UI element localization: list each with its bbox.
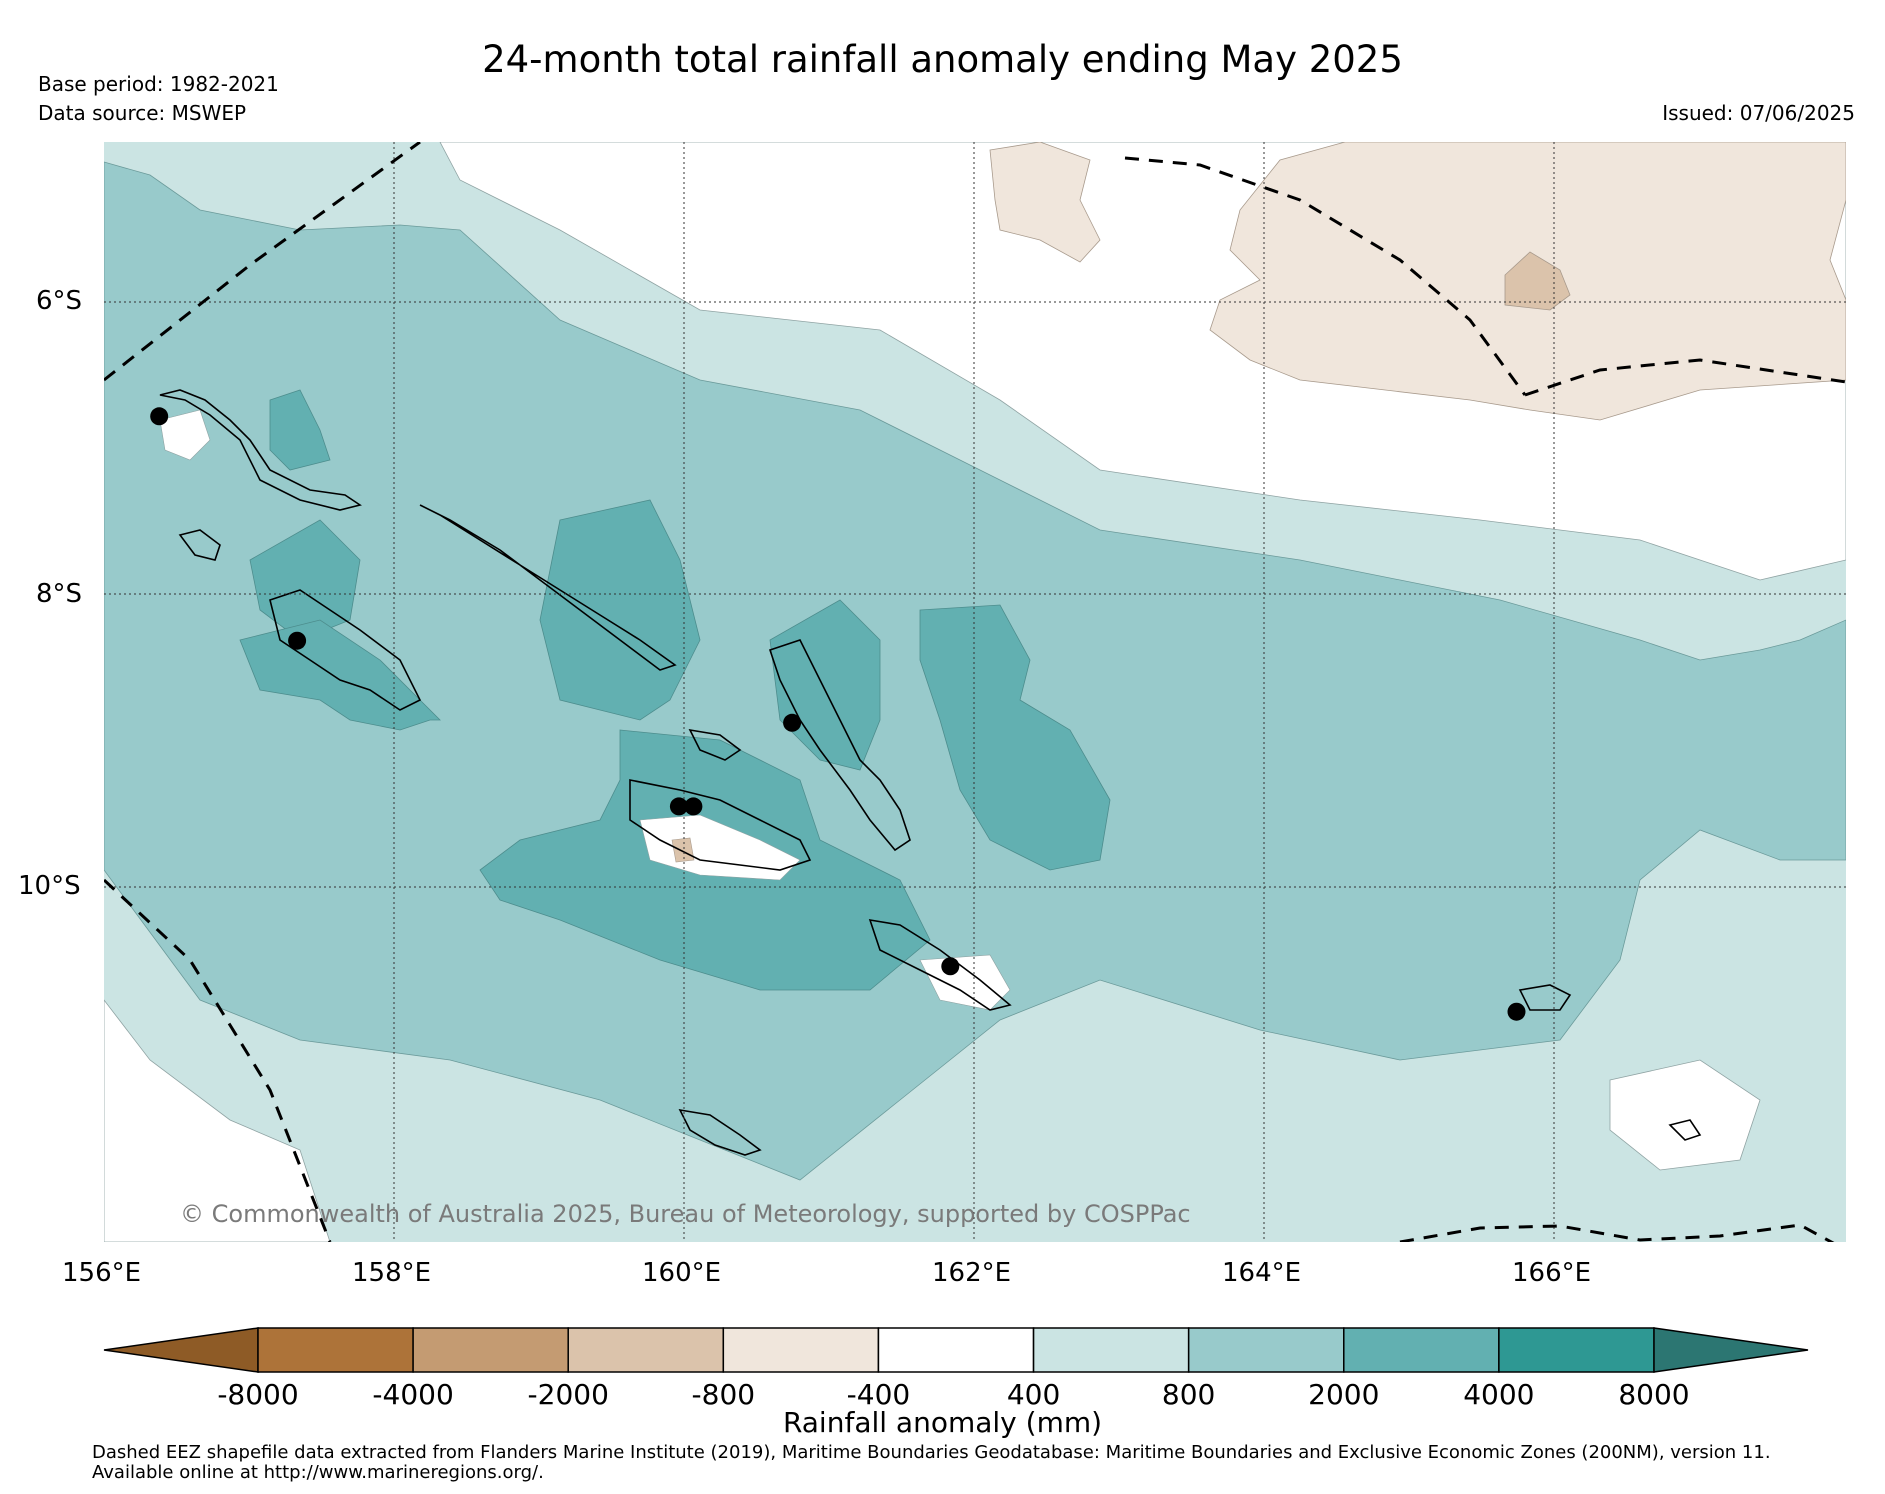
- station-marker-4: [669, 797, 688, 816]
- lat-label-6s: 6°S: [36, 286, 83, 316]
- eez-boundary-png-north: [104, 142, 421, 382]
- island-new-georgia: [269, 589, 422, 711]
- data-source: Data source: MSWEP: [38, 101, 247, 125]
- anomaly-zone-dry-north: [989, 142, 1101, 263]
- colorbar-tick-label: 8000: [1618, 1378, 1690, 1411]
- colorbar-tick-label: 800: [1161, 1378, 1216, 1411]
- colorbar-tick-label: 400: [1006, 1378, 1061, 1411]
- issued-date: Issued: 07/06/2025: [1662, 101, 1855, 125]
- lon-label-166e: 166°E: [1512, 1258, 1592, 1288]
- colorbar-extend-high: [1653, 1327, 1809, 1373]
- base-period: Base period: 1982-2021: [38, 72, 279, 96]
- colorbar-segment-3: [567, 1327, 725, 1373]
- lat-label-8s: 8°S: [36, 579, 83, 609]
- island-vella-lavella: [178, 529, 221, 561]
- anomaly-spot-1: [159, 409, 211, 461]
- island-malaita: [868, 918, 1012, 1011]
- island-choiseul: [419, 504, 677, 671]
- eez-boundary-vanuatu: [1399, 1223, 1835, 1242]
- lon-label-158e: 158°E: [352, 1258, 432, 1288]
- coastlines: [159, 389, 1702, 1156]
- map-plot-area: [104, 142, 1846, 1242]
- colorbar-tick-label: -4000: [372, 1378, 454, 1411]
- anomaly-zone-very-wet-3: [919, 604, 1111, 871]
- lon-label-162e: 162°E: [932, 1258, 1012, 1288]
- island-guadalcanal: [629, 779, 812, 871]
- station-marker-7: [1507, 1002, 1526, 1021]
- footnote-line-1: Dashed EEZ shapefile data extracted from…: [92, 1442, 1771, 1463]
- colorbar-tick-label: -8000: [217, 1378, 299, 1411]
- colorbar-tick-label: 4000: [1463, 1378, 1535, 1411]
- anomaly-zone-neutral-south: [1609, 1059, 1761, 1171]
- anomaly-zone-very-wet-7: [269, 389, 331, 471]
- anomaly-zone-dry-core: [1504, 251, 1571, 311]
- anomaly-zone-very-wet-5: [249, 519, 361, 641]
- footnote-line-2: Available online at http://www.marinereg…: [92, 1462, 544, 1483]
- island-santa-cruz: [1518, 984, 1572, 1011]
- station-marker-5: [684, 797, 703, 816]
- colorbar-segments: [257, 1327, 1655, 1373]
- station-marker-3: [783, 713, 802, 732]
- colorbar-extend-low: [103, 1327, 259, 1373]
- map-title: 24-month total rainfall anomaly ending M…: [482, 38, 1403, 81]
- anomaly-zone-very-wet-1: [539, 499, 701, 721]
- colorbar-segment-6: [1032, 1327, 1190, 1373]
- colorbar-segment-4: [722, 1327, 880, 1373]
- station-marker-1: [150, 407, 169, 426]
- anomaly-spot-4: [671, 837, 695, 863]
- eez-boundary-tuvalu: [1524, 358, 1846, 397]
- colorbar-segment-5: [877, 1327, 1035, 1373]
- station-marker-2: [288, 631, 307, 650]
- lat-label-10s: 10°S: [18, 871, 81, 901]
- colorbar-segment-8: [1343, 1327, 1500, 1373]
- anomaly-spot-2: [639, 814, 801, 881]
- island-florida: [688, 728, 742, 761]
- colorbar-tick-label: -2000: [527, 1378, 609, 1411]
- colorbar-segment-2: [412, 1327, 569, 1373]
- eez-boundaries: [104, 142, 1846, 1242]
- colorbar-segment-7: [1187, 1327, 1345, 1373]
- island-santa-isabel: [768, 639, 911, 852]
- colorbar-label: Rainfall anomaly (mm): [782, 1406, 1103, 1439]
- island-rennell: [678, 1108, 762, 1156]
- anomaly-zone-neutral-west: [104, 999, 331, 1242]
- station-marker-6: [941, 957, 960, 976]
- colorbar-tick-label: 2000: [1308, 1378, 1380, 1411]
- island-east: [1668, 1119, 1702, 1141]
- map-gridlines: [104, 142, 1846, 1242]
- colorbar-segment-1: [257, 1327, 414, 1373]
- lon-label-156e: 156°E: [62, 1258, 142, 1288]
- colorbar-segment-9: [1498, 1327, 1655, 1373]
- colorbar-tick-label: -800: [691, 1378, 756, 1411]
- lon-label-164e: 164°E: [1222, 1258, 1302, 1288]
- eez-boundary-australia: [104, 878, 332, 1242]
- colorbar-tick-label: -400: [846, 1378, 911, 1411]
- island-bougainville: [159, 389, 362, 511]
- copyright-credit: © Commonwealth of Australia 2025, Bureau…: [180, 1200, 1191, 1228]
- colorbar: [103, 1327, 1809, 1373]
- lon-label-160e: 160°E: [642, 1258, 722, 1288]
- station-markers: [150, 407, 1526, 1021]
